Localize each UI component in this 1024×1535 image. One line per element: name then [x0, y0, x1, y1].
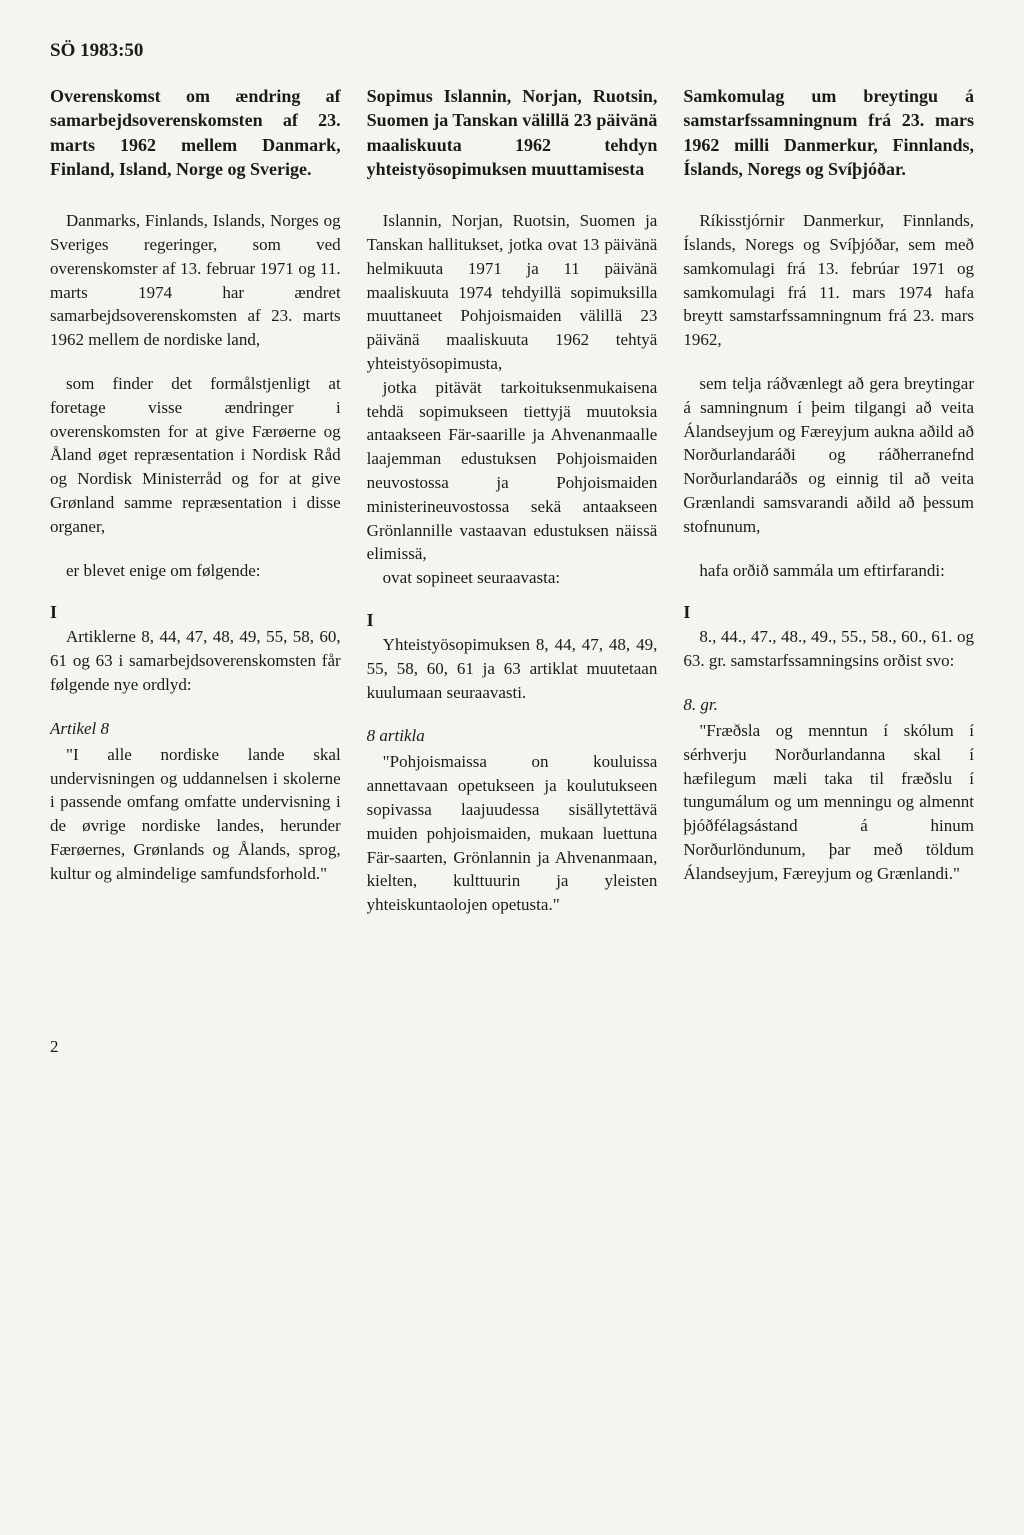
col3-article-head: 8. gr.	[683, 695, 974, 715]
col1-title: Overenskomst om ændring af samarbejdsove…	[50, 84, 341, 181]
column-finnish: Sopimus Islannin, Norjan, Ruotsin, Suome…	[367, 84, 658, 917]
col1-p4: Artiklerne 8, 44, 47, 48, 49, 55, 58, 60…	[50, 625, 341, 696]
col3-p2: sem telja ráðvænlegt að gera breytingar …	[683, 372, 974, 539]
col2-p5: "Pohjoismaissa on kouluissa annettavaan …	[367, 750, 658, 917]
columns-wrapper: Overenskomst om ændring af samarbejdsove…	[50, 84, 974, 917]
col2-article-head: 8 artikla	[367, 726, 658, 746]
col2-p3: ovat sopineet seuraavasta:	[367, 566, 658, 590]
page-header: SÖ 1983:50	[50, 40, 974, 62]
col2-p1: Islannin, Norjan, Ruotsin, Suomen ja Tan…	[367, 209, 658, 376]
col3-p5: "Fræðsla og menntun í skólum í sérhverju…	[683, 719, 974, 886]
col2-p2: jotka pitävät tarkoituksenmukaisena tehd…	[367, 376, 658, 566]
col3-section: I	[683, 602, 974, 623]
col3-p3: hafa orðið sammála um eftirfarandi:	[683, 559, 974, 583]
col2-p4: Yhteistyösopimuksen 8, 44, 47, 48, 49, 5…	[367, 633, 658, 704]
col1-article-head: Artikel 8	[50, 719, 341, 739]
col2-title: Sopimus Islannin, Norjan, Ruotsin, Suome…	[367, 84, 658, 181]
col1-p3: er blevet enige om følgende:	[50, 559, 341, 583]
col1-p1: Danmarks, Finlands, Islands, Norges og S…	[50, 209, 341, 352]
col1-section: I	[50, 602, 341, 623]
col3-p4: 8., 44., 47., 48., 49., 55., 58., 60., 6…	[683, 625, 974, 673]
col3-title: Samkomulag um breytingu á samstarfssamni…	[683, 84, 974, 181]
col3-p1: Ríkisstjórnir Danmerkur, Finnlands, Ísla…	[683, 209, 974, 352]
col2-section: I	[367, 610, 658, 631]
column-danish: Overenskomst om ændring af samarbejdsove…	[50, 84, 341, 917]
col1-p2: som finder det formålstjenligt at foreta…	[50, 372, 341, 539]
column-icelandic: Samkomulag um breytingu á samstarfssamni…	[683, 84, 974, 917]
col1-p5: "I alle nordiske lande skal undervisning…	[50, 743, 341, 886]
page-number: 2	[50, 1037, 974, 1057]
